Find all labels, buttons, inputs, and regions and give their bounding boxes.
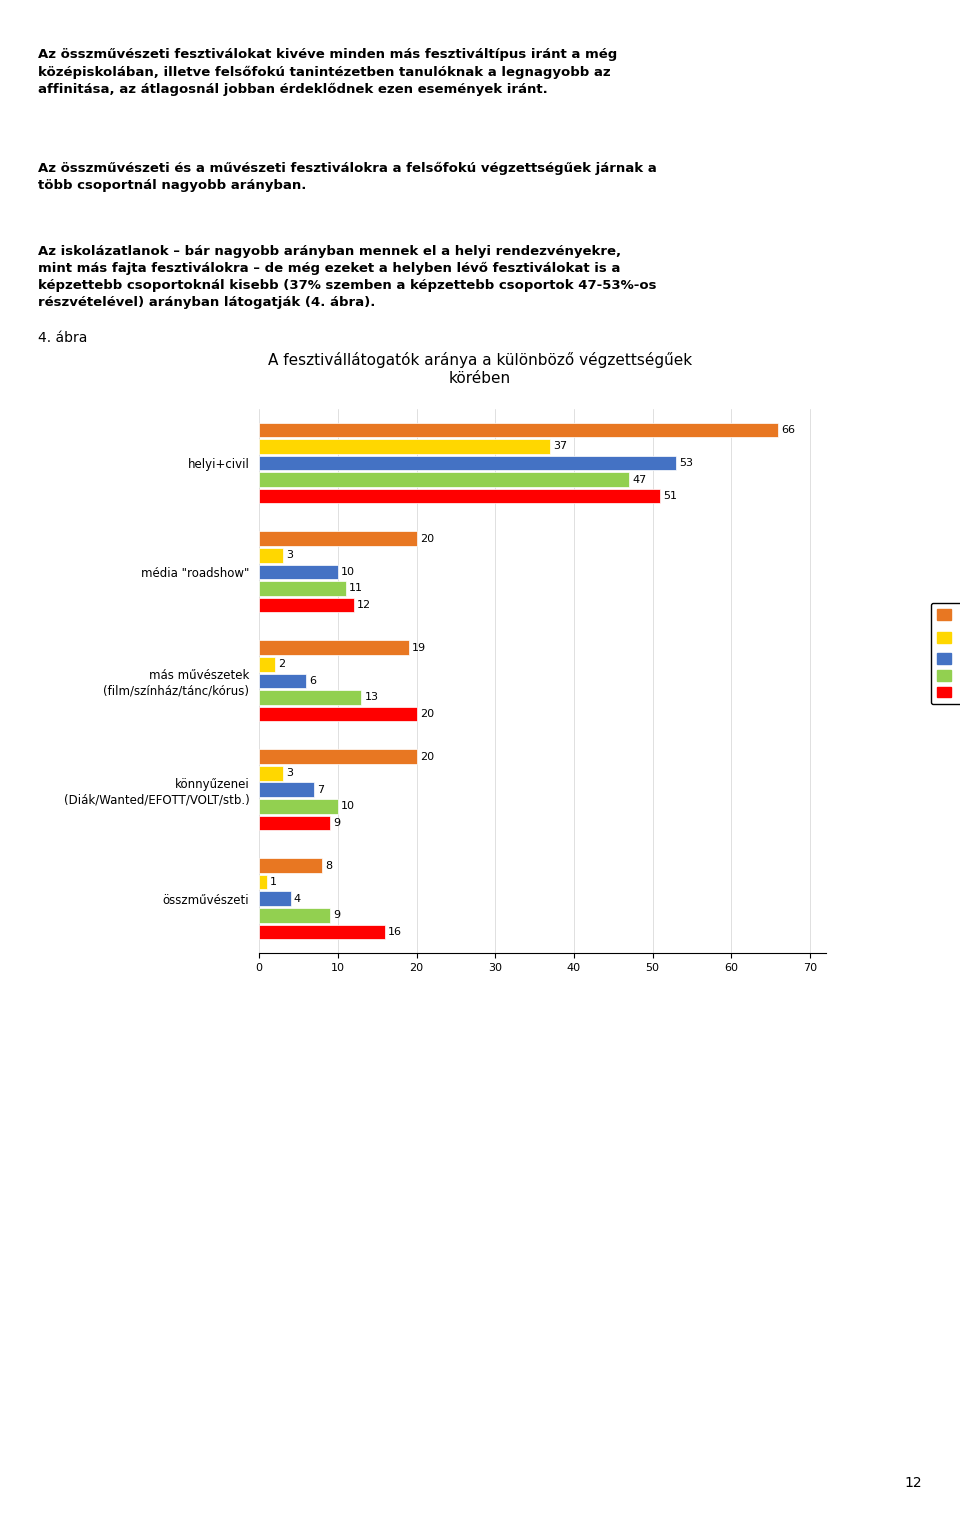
Text: 11: 11 [348, 584, 363, 593]
Bar [259, 766, 283, 781]
Text: 10: 10 [341, 567, 355, 576]
Legend: tanuló, legfeljebb 8
általános, szakmunkás, érettségi, felsőfokú: tanuló, legfeljebb 8 általános, szakmunk… [931, 602, 960, 705]
Text: 7: 7 [318, 785, 324, 794]
Bar [259, 782, 314, 797]
Text: 20: 20 [420, 752, 434, 761]
Text: 3: 3 [286, 769, 293, 778]
Text: 12: 12 [357, 601, 371, 610]
Text: 12: 12 [904, 1477, 922, 1490]
Text: 19: 19 [412, 643, 426, 652]
Bar [259, 422, 779, 437]
Bar [259, 891, 291, 906]
Text: 66: 66 [781, 425, 796, 434]
Text: Az iskolázatlanok – bár nagyobb arányban mennek el a helyi rendezvényekre,
mint : Az iskolázatlanok – bár nagyobb arányban… [38, 245, 657, 309]
Text: 6: 6 [309, 676, 317, 685]
Bar [259, 657, 275, 672]
Text: 20: 20 [420, 710, 434, 719]
Bar [259, 924, 385, 940]
Text: 16: 16 [388, 927, 402, 937]
Bar [259, 799, 338, 814]
Bar [259, 455, 676, 471]
Text: 1: 1 [270, 878, 277, 887]
Bar [259, 858, 323, 873]
Bar [259, 640, 409, 655]
Bar [259, 707, 417, 722]
Bar [259, 548, 283, 563]
Text: 47: 47 [632, 475, 646, 484]
Bar [259, 908, 330, 923]
Bar [259, 598, 353, 613]
Bar [259, 564, 338, 579]
Text: Az összművészeti fesztiválokat kivéve minden más fesztiváltípus iránt a még
közé: Az összművészeti fesztiválokat kivéve mi… [38, 48, 617, 95]
Text: 10: 10 [341, 802, 355, 811]
Text: 20: 20 [420, 534, 434, 543]
Bar [259, 875, 267, 890]
Text: 9: 9 [333, 911, 340, 920]
Text: 4. ábra: 4. ábra [38, 331, 87, 345]
Bar [259, 673, 306, 688]
Text: A fesztivállátogatók aránya a különböző végzettségűek
körében: A fesztivállátogatók aránya a különböző … [268, 353, 692, 386]
Bar [259, 439, 550, 454]
Text: 3: 3 [286, 551, 293, 560]
Bar [259, 816, 330, 831]
Text: 4: 4 [294, 894, 300, 903]
Bar [259, 531, 417, 546]
Text: 2: 2 [278, 660, 285, 669]
Bar [259, 489, 660, 504]
Text: 37: 37 [553, 442, 567, 451]
Bar [259, 749, 417, 764]
Text: 51: 51 [663, 492, 678, 501]
Text: 53: 53 [680, 458, 693, 468]
Bar [259, 690, 362, 705]
Bar [259, 472, 629, 487]
Bar [259, 581, 346, 596]
Text: 13: 13 [365, 693, 378, 702]
Text: Az összművészeti és a művészeti fesztiválokra a felsőfokú végzettségűek járnak a: Az összművészeti és a művészeti fesztivá… [38, 162, 658, 192]
Text: 8: 8 [325, 861, 332, 870]
Text: 9: 9 [333, 819, 340, 828]
